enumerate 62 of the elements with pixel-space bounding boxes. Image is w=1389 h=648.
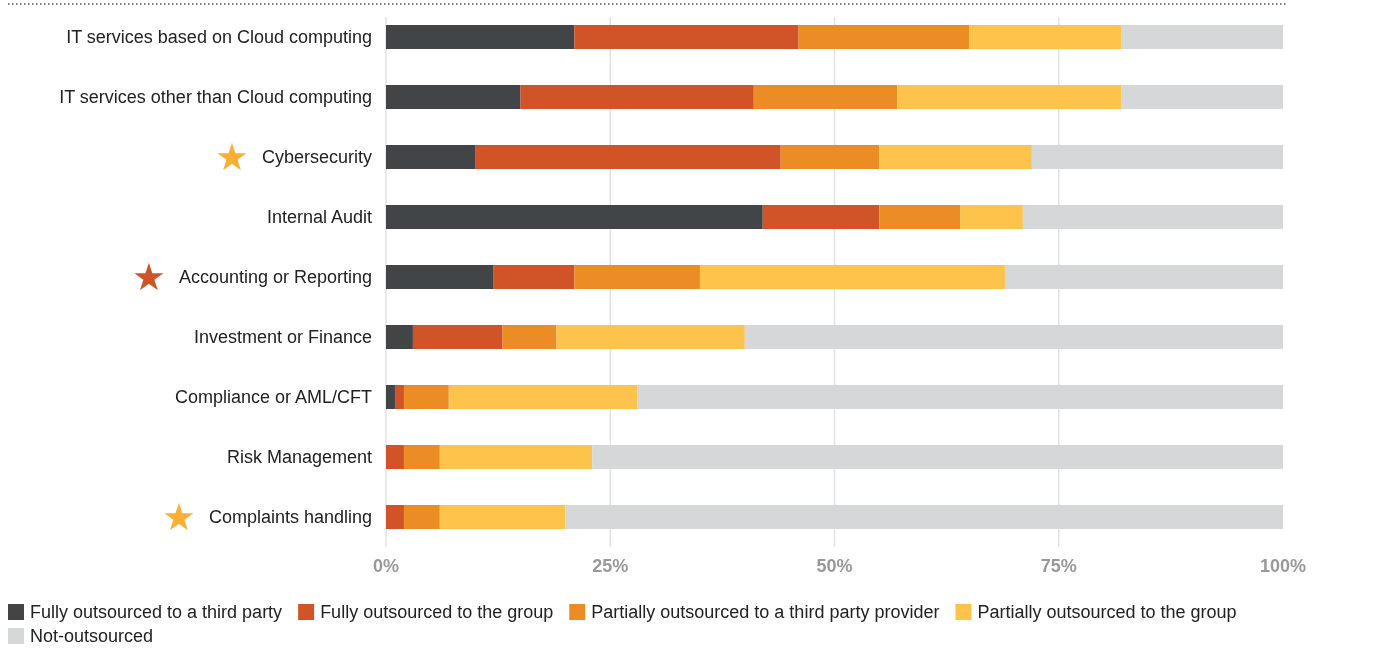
bar xyxy=(879,145,1032,169)
x-tick-label: 0% xyxy=(372,556,400,576)
bar xyxy=(762,205,880,229)
bar xyxy=(556,325,745,349)
bar xyxy=(439,505,566,529)
bar xyxy=(386,385,395,409)
legend-label: Fully outsourced to a third party xyxy=(30,602,283,623)
x-tick-label: 75% xyxy=(1040,556,1077,576)
bar xyxy=(403,385,449,409)
bar xyxy=(386,145,476,169)
bar xyxy=(448,385,638,409)
y-tick-label: Accounting or Reporting xyxy=(178,267,372,288)
bar xyxy=(897,85,1122,109)
bar xyxy=(386,505,404,529)
bar xyxy=(386,325,413,349)
bar xyxy=(1031,145,1283,169)
bar xyxy=(439,445,593,469)
bar xyxy=(744,325,1283,349)
bar xyxy=(502,325,557,349)
bar xyxy=(475,145,781,169)
bar xyxy=(1022,205,1283,229)
bar xyxy=(412,325,503,349)
y-tick-label: Risk Management xyxy=(226,447,372,468)
bar xyxy=(386,25,575,49)
bar xyxy=(969,25,1122,49)
legend-label: Partially outsourced to the group xyxy=(977,602,1237,623)
bar xyxy=(1004,265,1283,289)
y-tick-label: IT services based on Cloud computing xyxy=(66,27,372,48)
bar xyxy=(386,445,404,469)
bar xyxy=(637,385,1283,409)
bar xyxy=(386,85,521,109)
y-tick-label: IT services other than Cloud computing xyxy=(59,87,372,108)
bar xyxy=(753,85,898,109)
legend-label: Not-outsourced xyxy=(30,626,154,647)
bar xyxy=(493,265,575,289)
bar xyxy=(960,205,1023,229)
y-tick-label: Internal Audit xyxy=(266,207,372,228)
bar xyxy=(520,85,754,109)
bar xyxy=(1121,85,1283,109)
bar xyxy=(565,505,1283,529)
legend-label: Fully outsourced to the group xyxy=(320,602,554,623)
y-tick-label: Cybersecurity xyxy=(261,147,372,168)
bar xyxy=(403,445,440,469)
x-tick-label: 25% xyxy=(592,556,629,576)
bar xyxy=(780,145,880,169)
x-tick-label: 100% xyxy=(1259,556,1307,576)
bar xyxy=(879,205,961,229)
bar xyxy=(592,445,1283,469)
y-tick-label: Compliance or AML/CFT xyxy=(174,387,372,408)
legend-label: Partially outsourced to a third party provider xyxy=(591,602,940,623)
y-tick-label: Investment or Finance xyxy=(193,327,372,348)
bar xyxy=(403,505,440,529)
bar xyxy=(386,205,763,229)
bar xyxy=(386,265,494,289)
bar xyxy=(574,25,799,49)
bar xyxy=(394,385,404,409)
x-tick-label: 50% xyxy=(816,556,853,576)
bar xyxy=(798,25,970,49)
bar xyxy=(1121,25,1283,49)
bar xyxy=(699,265,1005,289)
y-tick-label: Complaints handling xyxy=(208,507,372,528)
bar xyxy=(574,265,700,289)
